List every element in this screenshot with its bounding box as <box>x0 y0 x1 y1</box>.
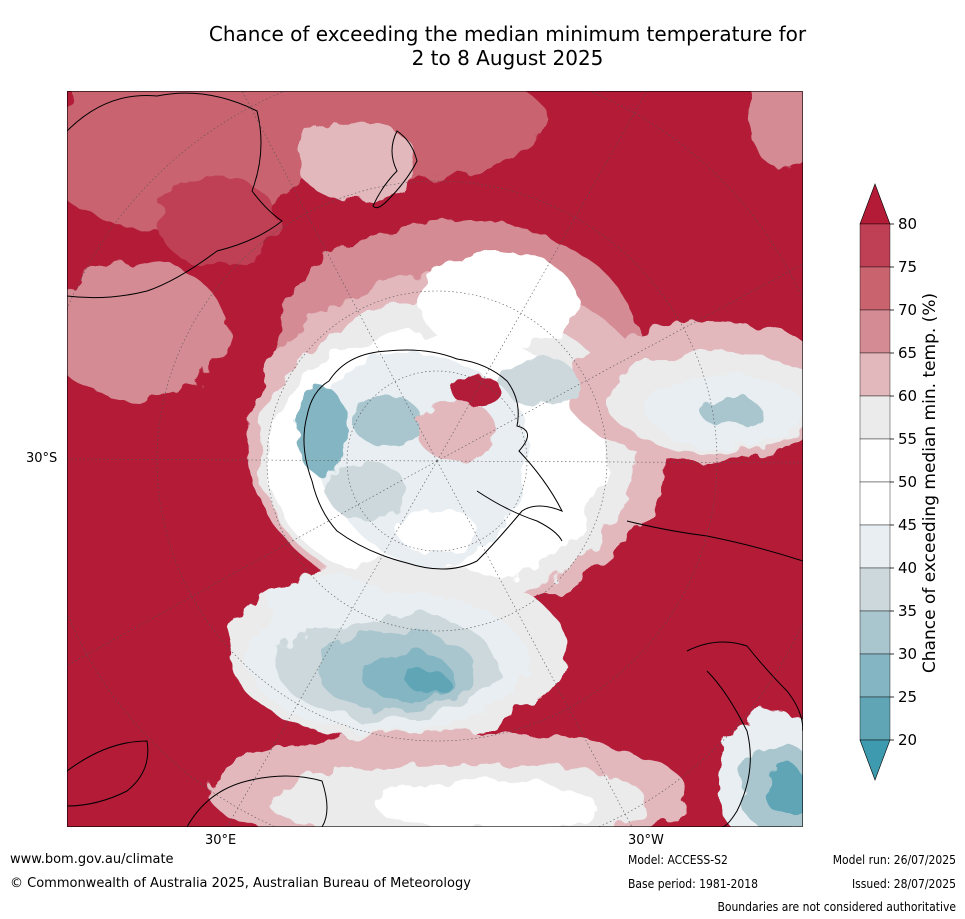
colorbar-tick-label: 70 <box>898 301 917 319</box>
lon-label-30e: 30°E <box>205 833 237 848</box>
new-zealand-coast <box>372 130 418 209</box>
model-text: Model: ACCESS-S2 <box>628 853 728 867</box>
colorbar-band <box>859 438 891 483</box>
colorbar-tick-label: 35 <box>898 602 917 620</box>
title-line-1: Chance of exceeding the median minimum t… <box>208 22 807 46</box>
antarctica-coast <box>303 349 564 570</box>
base-period-text: Base period: 1981-2018 <box>628 877 759 891</box>
colorbar-tick-label: 50 <box>898 473 917 491</box>
map-title: Chance of exceeding the median minimum t… <box>90 22 925 70</box>
colorbar-title: Chance of exceeding median min. temp. (%… <box>920 292 940 674</box>
colorbar-band <box>859 696 891 741</box>
colorbar-tick-label: 55 <box>898 430 917 448</box>
colorbar: 80 75 70 65 60 55 50 45 40 35 30 25 20 <box>859 183 917 781</box>
colorbar-tick-label: 80 <box>898 215 917 233</box>
colorbar-band <box>859 481 891 526</box>
colorbar-band <box>859 395 891 440</box>
colorbar-tick-label: 20 <box>898 731 917 749</box>
lon-label-30w: 30°W <box>628 833 664 848</box>
website-link[interactable]: www.bom.gov.au/climate <box>10 852 174 867</box>
antarctic-peninsula <box>476 490 563 542</box>
colorbar-tick-label: 65 <box>898 344 917 362</box>
colorbar-band <box>859 653 891 698</box>
colorbar-tick-label: 45 <box>898 516 917 534</box>
model-run-text: Model run: 26/07/2025 <box>832 853 956 867</box>
lat-label-30s: 30°S <box>26 451 58 466</box>
southern-hemisphere-map <box>67 91 803 827</box>
colorbar-band <box>859 567 891 612</box>
antarctica-field <box>297 351 527 569</box>
title-line-2: 2 to 8 August 2025 <box>411 46 604 70</box>
colorbar-band <box>859 352 891 397</box>
colorbar-tick-label: 75 <box>898 258 917 276</box>
colorbar-tick-label: 40 <box>898 559 917 577</box>
colorbar-extend-top <box>859 183 891 225</box>
disclaimer-text: Boundaries are not considered authoritat… <box>717 900 956 914</box>
issued-text: Issued: 28/07/2025 <box>851 877 956 891</box>
colorbar-band <box>859 610 891 655</box>
colorbar-band <box>859 266 891 311</box>
coastlines <box>67 92 803 827</box>
south-america-coast <box>626 520 803 562</box>
colorbar-extend-bottom <box>859 739 891 781</box>
colorbar-band <box>859 309 891 354</box>
colorbar-band <box>859 524 891 569</box>
australia-coast <box>67 92 283 299</box>
graticule <box>67 91 803 827</box>
africa-coast <box>67 740 149 807</box>
colorbar-tick-label: 30 <box>898 645 917 663</box>
copyright-text: © Commonwealth of Australia 2025, Austra… <box>10 876 471 891</box>
colorbar-tick-label: 60 <box>898 387 917 405</box>
colorbar-band <box>859 223 891 268</box>
colorbar-tick-label: 25 <box>898 688 917 706</box>
